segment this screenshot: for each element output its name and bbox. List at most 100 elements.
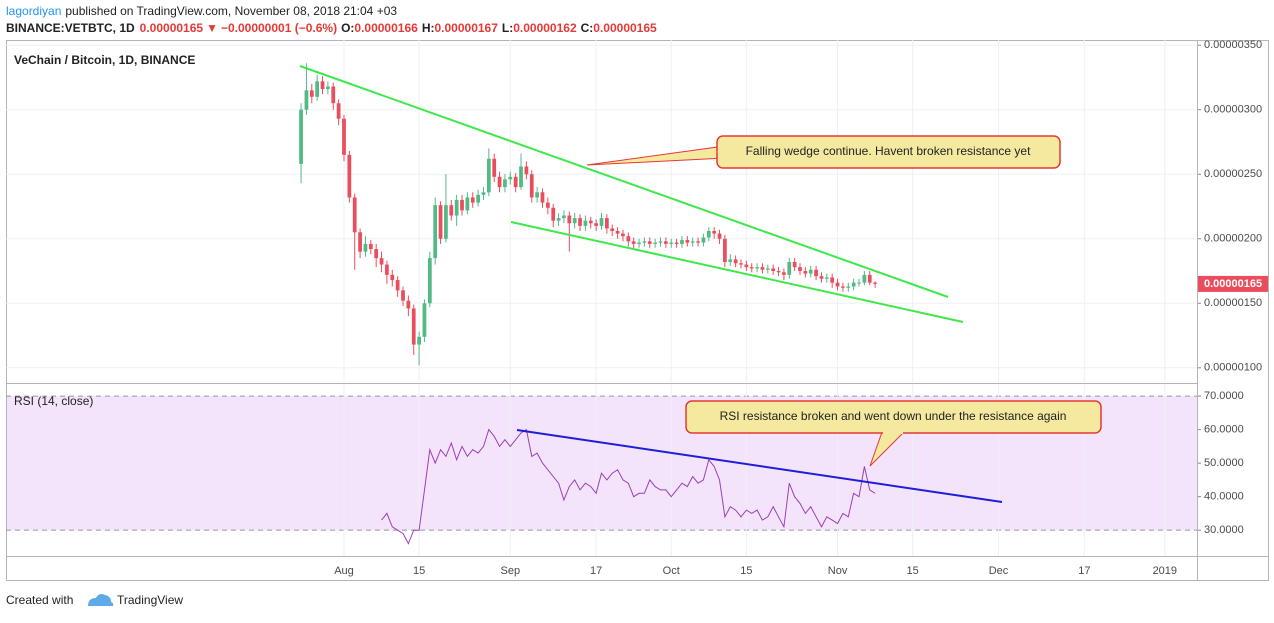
ohlc-value: 0.00000167 [434, 21, 498, 35]
y-tick-label: 0.00000350 [1204, 39, 1262, 51]
ohlc-value: 0.00000166 [354, 21, 418, 35]
candle-body [706, 231, 711, 238]
candle-body [765, 268, 770, 270]
candle-body [647, 241, 652, 244]
candle-body [460, 200, 464, 211]
candle-body [465, 197, 470, 211]
candle-body [658, 241, 663, 243]
candle-body [583, 220, 588, 226]
candle-body [717, 233, 722, 239]
author[interactable]: lagordiyan [6, 4, 61, 18]
candle-body [454, 200, 459, 216]
x-tick-label: 15 [740, 565, 752, 577]
x-tick-label: 15 [413, 565, 425, 577]
candle-body [395, 280, 400, 291]
candle-body [449, 205, 454, 216]
candle-body [653, 242, 658, 244]
candle-body [411, 308, 416, 345]
candle-body [299, 109, 303, 164]
candle-body [572, 218, 577, 224]
candle-body [760, 267, 765, 270]
candle-body [524, 166, 529, 175]
y-tick-label: 0.00000150 [1204, 297, 1262, 309]
y-tick-label: 0.00000250 [1204, 168, 1262, 180]
candle-body [567, 215, 572, 224]
rsi-title: RSI (14, close) [14, 394, 93, 408]
x-tick-label: 17 [1078, 565, 1090, 577]
candle-body [642, 241, 647, 243]
candle-body [368, 243, 373, 250]
brand[interactable]: TradingView [117, 593, 183, 607]
last-price-box [1198, 275, 1268, 292]
callout-join [717, 147, 727, 157]
candle-body [390, 274, 395, 281]
candle-body [830, 277, 835, 283]
candle-body [803, 271, 808, 274]
candle-body [331, 86, 336, 104]
candle-body [835, 282, 840, 287]
candle-body [374, 249, 379, 259]
header-line: lagordiyan published on TradingView.com, … [6, 4, 397, 18]
ohlc-label: O: [341, 21, 354, 35]
candle-body [519, 166, 523, 188]
candle-body [771, 268, 776, 272]
ohlc-value: 0.00000162 [513, 21, 577, 35]
y-tick-label: 0.00000200 [1204, 233, 1262, 245]
candle-body [444, 205, 448, 239]
ohlc-label: C: [581, 21, 594, 35]
candle-body [776, 271, 781, 273]
candle-body [438, 205, 443, 239]
candle-body [492, 158, 497, 177]
candle-body [604, 218, 609, 229]
candle-body [363, 243, 368, 252]
candle-body [728, 259, 733, 262]
candle-body [631, 241, 636, 244]
last: 0.00000165 [140, 21, 204, 35]
candle-body [486, 158, 491, 193]
x-tick-label: Sep [501, 565, 521, 577]
candle-body [427, 258, 432, 304]
candle-body [792, 261, 797, 268]
candle-body [417, 336, 421, 345]
candle-body [406, 300, 411, 309]
candle-body [867, 274, 872, 283]
candle-body [701, 237, 706, 243]
trend-line [299, 65, 949, 298]
candle-body [674, 242, 679, 244]
callout-text: RSI resistance broken and went down unde… [720, 409, 1067, 423]
candle-body [304, 90, 309, 110]
y-tick-label: 70.0000 [1204, 390, 1244, 402]
pane-title: VeChain / Bitcoin, 1D, BINANCE [14, 53, 195, 67]
candle-body [540, 192, 545, 203]
candle-body [551, 207, 556, 221]
candle-body [615, 231, 620, 234]
candle-body [873, 282, 877, 284]
change: −0.00000001 (−0.6%) [221, 21, 337, 35]
candle-body [385, 264, 389, 275]
ohlc-label: L: [502, 21, 513, 35]
candle-body [320, 81, 325, 90]
trend-line [510, 221, 964, 323]
candle-body [733, 259, 738, 264]
symbol: BINANCE:VETBTC, 1D [6, 21, 135, 35]
candle-body [626, 236, 631, 242]
candle-body [578, 218, 582, 226]
candle-body [326, 86, 330, 90]
candle-body [664, 241, 668, 244]
x-tick-label: Aug [334, 565, 354, 577]
candle-body [309, 90, 314, 97]
ohlc-value: 0.00000165 [593, 21, 657, 35]
y-tick-label: 0.00000300 [1204, 104, 1262, 116]
y-tick-label: 50.0000 [1204, 457, 1244, 469]
candle-body [513, 176, 518, 188]
candle-body [808, 269, 813, 274]
candle-body [497, 176, 502, 188]
callout-join [883, 431, 903, 434]
candle-body [358, 232, 362, 252]
candle-body [379, 258, 384, 265]
rsi-line [381, 428, 876, 545]
candle-body [562, 215, 566, 219]
x-tick-label: 17 [590, 565, 602, 577]
